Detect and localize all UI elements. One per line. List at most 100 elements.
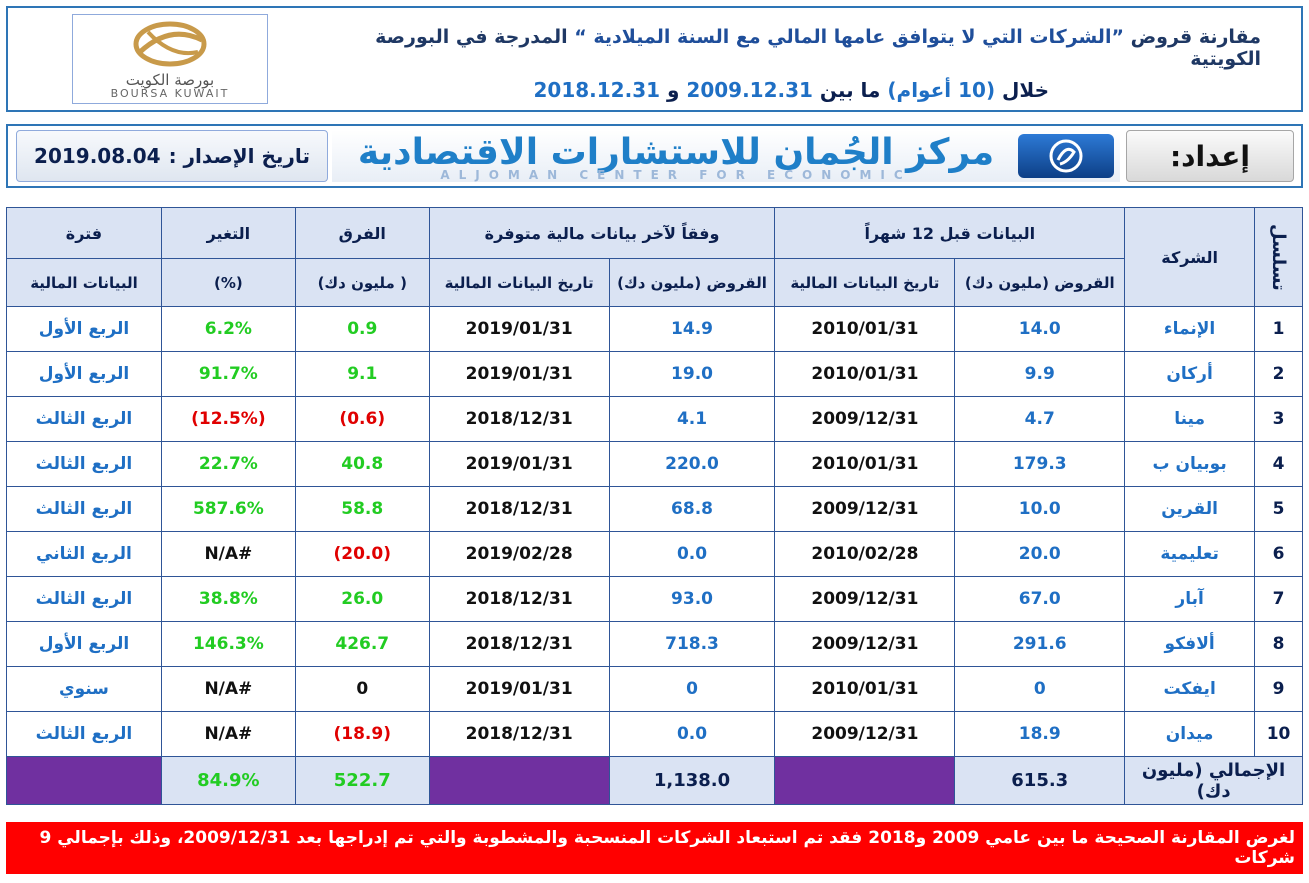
cell-serial: 5 xyxy=(1254,486,1303,532)
boursa-emblem-icon xyxy=(133,21,207,67)
cell-prev-date: 2010/01/31 xyxy=(774,666,956,712)
table-row: 3 مينا 4.7 2009/12/31 4.1 2018/12/31 (0.… xyxy=(6,396,1303,442)
cell-prev-loans: 9.9 xyxy=(954,351,1126,397)
cell-change: #N/A xyxy=(160,711,296,757)
header-group-latest: وفقاً لآخر بيانات مالية متوفرة xyxy=(428,207,776,259)
cell-new-date: 2019/01/31 xyxy=(428,441,610,487)
cell-prev-loans: 179.3 xyxy=(954,441,1126,487)
cell-prev-date: 2009/12/31 xyxy=(774,711,956,757)
cell-prev-loans: 67.0 xyxy=(954,576,1126,622)
cell-company: القرين xyxy=(1124,486,1256,532)
table-row: 2 أركان 9.9 2010/01/31 19.0 2019/01/31 9… xyxy=(6,351,1303,397)
cell-diff: (0.6) xyxy=(294,396,430,442)
table-row: 7 آبار 67.0 2009/12/31 93.0 2018/12/31 2… xyxy=(6,576,1303,622)
subtitle-and: و xyxy=(667,78,680,102)
report-subtitle: خلال (10 أعوام) ما بين 2009.12.31 و 2018… xyxy=(289,78,1050,102)
cell-diff: 58.8 xyxy=(294,486,430,532)
cell-prev-date: 2009/12/31 xyxy=(774,486,956,532)
issue-date-label: تاريخ الإصدار : xyxy=(168,144,310,168)
total-change: 84.9% xyxy=(160,756,296,805)
cell-company: أركان xyxy=(1124,351,1256,397)
cell-prev-date: 2010/01/31 xyxy=(774,306,956,352)
header-prev-date: تاريخ البيانات المالية xyxy=(774,258,956,307)
cell-serial: 8 xyxy=(1254,621,1303,667)
cell-new-date: 2019/01/31 xyxy=(428,351,610,397)
cell-change: 38.8% xyxy=(160,576,296,622)
cell-new-date: 2018/12/31 xyxy=(428,621,610,667)
total-blank-cell xyxy=(774,756,956,805)
table-row: 1 الإنماء 14.0 2010/01/31 14.9 2019/01/3… xyxy=(6,306,1303,352)
header-change-unit: (%) xyxy=(160,258,296,307)
cell-new-loans: 220.0 xyxy=(608,441,776,487)
cell-period: الربع الأول xyxy=(6,306,162,352)
cell-serial: 4 xyxy=(1254,441,1303,487)
cell-serial: 9 xyxy=(1254,666,1303,712)
cell-period: الربع الثالث xyxy=(6,576,162,622)
cell-new-loans: 4.1 xyxy=(608,396,776,442)
cell-change: 6.2% xyxy=(160,306,296,352)
cell-prev-loans: 291.6 xyxy=(954,621,1126,667)
cell-period: الربع الأول xyxy=(6,621,162,667)
header-new-loans: القروض (مليون دك) xyxy=(608,258,776,307)
cell-company: تعليمية xyxy=(1124,531,1256,577)
title-part-2: المدرجة في البورصة الكويتية xyxy=(375,26,1261,70)
cell-company: ألافكو xyxy=(1124,621,1256,667)
cell-period: الربع الثالث xyxy=(6,441,162,487)
table-row: 6 تعليمية 20.0 2010/02/28 0.0 2019/02/28… xyxy=(6,531,1303,577)
cell-new-loans: 68.8 xyxy=(608,486,776,532)
cell-new-date: 2018/12/31 xyxy=(428,711,610,757)
total-label: الإجمالي (مليون دك) xyxy=(1124,756,1303,805)
header-new-date: تاريخ البيانات المالية xyxy=(428,258,610,307)
cell-period: الربع الثالث xyxy=(6,711,162,757)
cell-serial: 7 xyxy=(1254,576,1303,622)
cell-prev-date: 2010/02/28 xyxy=(774,531,956,577)
cell-company: آبار xyxy=(1124,576,1256,622)
cell-new-date: 2019/01/31 xyxy=(428,666,610,712)
subtitle-date-1: 2009.12.31 xyxy=(686,78,813,102)
total-new-loans: 1,138.0 xyxy=(608,756,776,805)
total-blank-cell xyxy=(6,756,162,805)
cell-prev-loans: 20.0 xyxy=(954,531,1126,577)
title-quoted: ”الشركات التي لا يتوافق عامها المالي مع … xyxy=(574,26,1124,48)
title-part-1: مقارنة قروض xyxy=(1130,26,1261,48)
table-row: 10 ميدان 18.9 2009/12/31 0.0 2018/12/31 … xyxy=(6,711,1303,757)
cell-period: الربع الثاني xyxy=(6,531,162,577)
brand-english-name: ALJOMAN CENTER FOR ECONOMIC CONSULTANCY xyxy=(440,168,912,182)
cell-change: 587.6% xyxy=(160,486,296,532)
cell-new-date: 2018/12/31 xyxy=(428,576,610,622)
table-row: 5 القرين 10.0 2009/12/31 68.8 2018/12/31… xyxy=(6,486,1303,532)
loans-comparison-table: تسلسل الشركة البيانات قبل 12 شهراً وفقاً… xyxy=(6,207,1303,805)
cell-change: #N/A xyxy=(160,531,296,577)
cell-diff: 426.7 xyxy=(294,621,430,667)
header-period: فترة xyxy=(6,207,162,259)
prepared-by-label: إعداد: xyxy=(1126,130,1294,182)
cell-diff: 26.0 xyxy=(294,576,430,622)
cell-period: الربع الأول xyxy=(6,351,162,397)
cell-company: الإنماء xyxy=(1124,306,1256,352)
table-row: 8 ألافكو 291.6 2009/12/31 718.3 2018/12/… xyxy=(6,621,1303,667)
cell-company: بوبيان ب xyxy=(1124,441,1256,487)
total-prev-loans: 615.3 xyxy=(954,756,1126,805)
aljoman-brand-strip: مركز الجُمان للاستشارات الاقتصادية ALJOM… xyxy=(332,130,1120,182)
cell-prev-loans: 4.7 xyxy=(954,396,1126,442)
cell-new-date: 2019/01/31 xyxy=(428,306,610,352)
cell-serial: 3 xyxy=(1254,396,1303,442)
cell-new-loans: 0.0 xyxy=(608,711,776,757)
cell-new-date: 2018/12/31 xyxy=(428,396,610,442)
table-row: 4 بوبيان ب 179.3 2010/01/31 220.0 2019/0… xyxy=(6,441,1303,487)
boursa-kuwait-logo: بورصة الكويت BOURSA KUWAIT xyxy=(72,14,268,104)
cell-company: ميدان xyxy=(1124,711,1256,757)
total-blank-cell xyxy=(428,756,610,805)
subtitle-part-1: خلال xyxy=(1002,78,1049,102)
header-period-sub: البيانات المالية xyxy=(6,258,162,307)
logo-english-text: BOURSA KUWAIT xyxy=(110,87,230,100)
cell-prev-date: 2010/01/31 xyxy=(774,441,956,487)
cell-period: الربع الثالث xyxy=(6,396,162,442)
cell-new-date: 2018/12/31 xyxy=(428,486,610,532)
cell-new-loans: 718.3 xyxy=(608,621,776,667)
header-change: التغير xyxy=(160,207,296,259)
cell-prev-date: 2009/12/31 xyxy=(774,396,956,442)
cell-company: ايفكت xyxy=(1124,666,1256,712)
header-diff-unit: ( مليون دك) xyxy=(294,258,430,307)
total-diff: 522.7 xyxy=(294,756,430,805)
